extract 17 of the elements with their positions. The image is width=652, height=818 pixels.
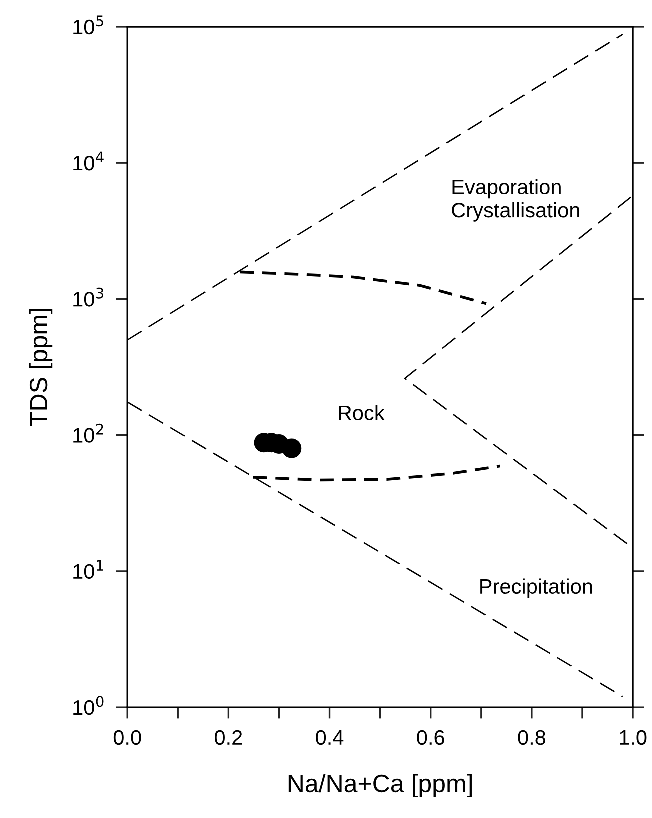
y-tick-label: 10$^{1}$ xyxy=(74,560,104,580)
x-tick-label: 1.0 xyxy=(620,730,647,746)
y-axis-title: TDS [ppm] xyxy=(29,309,53,426)
annotation: Rock xyxy=(339,405,385,421)
x-axis-title: Na/Na+Ca [ppm] xyxy=(288,774,472,798)
x-tick-label: 0.0 xyxy=(114,730,142,746)
y-tick-label: 10$^{3}$ xyxy=(74,288,104,307)
x-tick-label: 0.2 xyxy=(215,730,242,746)
annotation: Precipitation xyxy=(480,578,592,598)
x-tick-label: 0.8 xyxy=(518,730,546,746)
x-tick-label: 0.6 xyxy=(417,730,444,746)
x-tick-label: 0.4 xyxy=(316,730,344,746)
annotation: Evaporation Crystallisation xyxy=(452,179,580,222)
y-tick-label: 10$^{4}$ xyxy=(74,152,104,171)
y-tick-label: 10$^{5}$ xyxy=(74,16,104,35)
y-tick-label: 10$^{0}$ xyxy=(74,696,104,716)
y-tick-label: 10$^{2}$ xyxy=(74,424,104,443)
